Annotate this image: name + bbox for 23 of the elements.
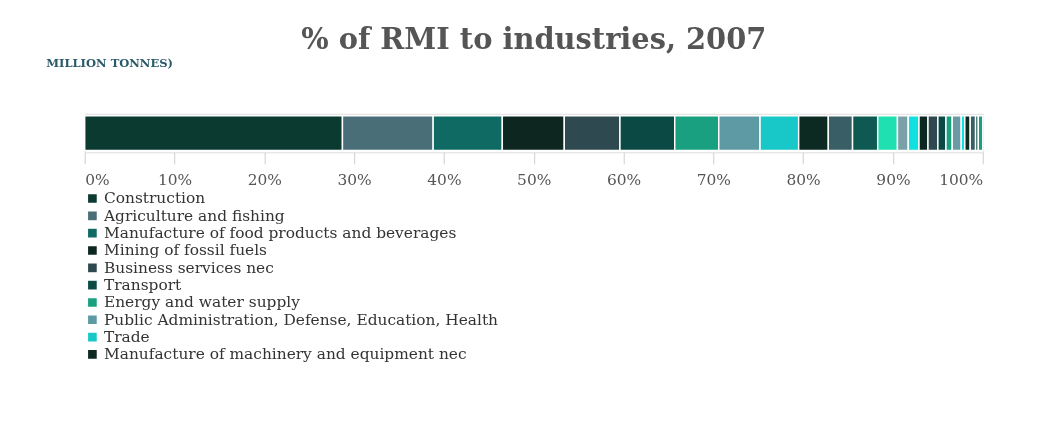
x-tick-label: 70% xyxy=(696,170,731,189)
legend-label: Agriculture and fishing xyxy=(102,206,285,225)
legend-label: Transport xyxy=(103,275,183,294)
legend-label: Public Administration, Defense, Education, Health xyxy=(103,310,499,329)
x-tick-label: 10% xyxy=(157,170,193,189)
x-tick-label: 30% xyxy=(337,170,372,189)
legend-label: Construction xyxy=(103,189,206,208)
legend-label: Mining of fossil fuels xyxy=(103,241,268,260)
x-tick-label: 0% xyxy=(85,170,110,189)
legend-label: Manufacture of machinery and equipment nec xyxy=(103,345,467,364)
x-tick-label: 50% xyxy=(517,170,552,189)
x-tick-label: 40% xyxy=(427,170,462,189)
legend-label: Energy and water supply xyxy=(103,293,301,312)
legend-label: Business services nec xyxy=(103,258,274,277)
chart-title: % of RMI to industries, 2007 xyxy=(301,22,767,57)
legend-label: Manufacture of food products and beverages xyxy=(103,223,457,242)
x-tick-label: 90% xyxy=(876,170,911,189)
x-tick-label: 80% xyxy=(786,170,821,189)
legend-label: Trade xyxy=(103,327,150,346)
text: MILLION TONNES) xyxy=(46,55,174,70)
x-tick-label: 60% xyxy=(606,170,642,189)
x-tick-label: 20% xyxy=(247,170,282,189)
x-tick-label: 100% xyxy=(939,170,984,189)
